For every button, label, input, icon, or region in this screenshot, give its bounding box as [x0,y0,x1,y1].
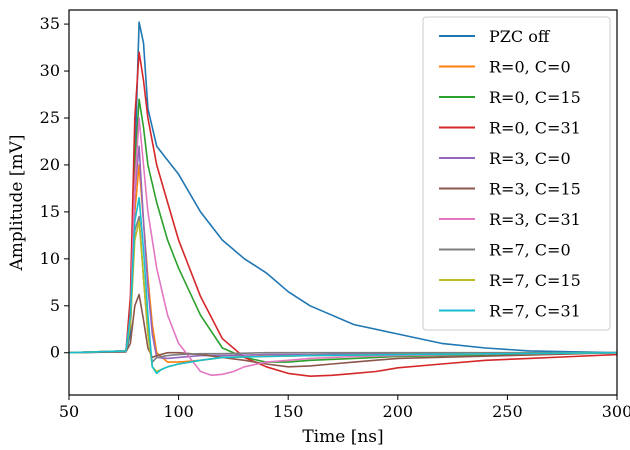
series-line-2 [69,98,617,363]
legend-label-3: R=0, C=31 [489,119,581,138]
x-axis-label: Time [ns] [302,427,383,447]
legend-label-4: R=3, C=0 [489,149,571,168]
y-tick-label: 35 [40,14,60,33]
legend-label-0: PZC off [489,27,551,46]
y-tick-label: 10 [40,249,60,268]
series-line-9 [69,197,617,375]
series-layer [69,21,617,378]
legend-label-7: R=7, C=0 [489,241,571,260]
x-tick-label: 250 [492,402,523,421]
x-tick-label: 200 [383,402,414,421]
ticks-layer: 50 100 150 200 250 300 0 5 10 15 20 25 30 35 [40,14,630,421]
legend-label-1: R=0, C=0 [489,58,571,77]
legend-box [422,16,611,331]
x-tick-label: 300 [602,402,630,421]
legend-label-8: R=7, C=15 [489,271,581,290]
legend-label-6: R=3, C=31 [489,210,581,229]
x-tick-label: 100 [163,402,194,421]
x-tick-label: 50 [59,402,79,421]
legend-label-2: R=0, C=15 [489,88,581,107]
y-tick-label: 25 [40,108,60,127]
y-tick-label: 20 [40,155,60,174]
y-tick-label: 5 [50,296,60,315]
legend: PZC off R=0, C=0 R=0, C=15 R=0, C=31 R=3, C=… [422,16,611,331]
plot-frame [68,9,618,396]
series-line-6 [69,117,617,377]
x-tick-label: 150 [273,402,304,421]
legend-label-9: R=7, C=31 [489,302,581,321]
legend-label-5: R=3, C=15 [489,180,581,199]
y-tick-label: 0 [50,343,60,362]
series-line-0 [69,21,617,354]
y-tick-label: 30 [40,61,60,80]
y-axis-label: Amplitude [mV] [7,135,27,272]
y-tick-label: 15 [40,202,60,221]
